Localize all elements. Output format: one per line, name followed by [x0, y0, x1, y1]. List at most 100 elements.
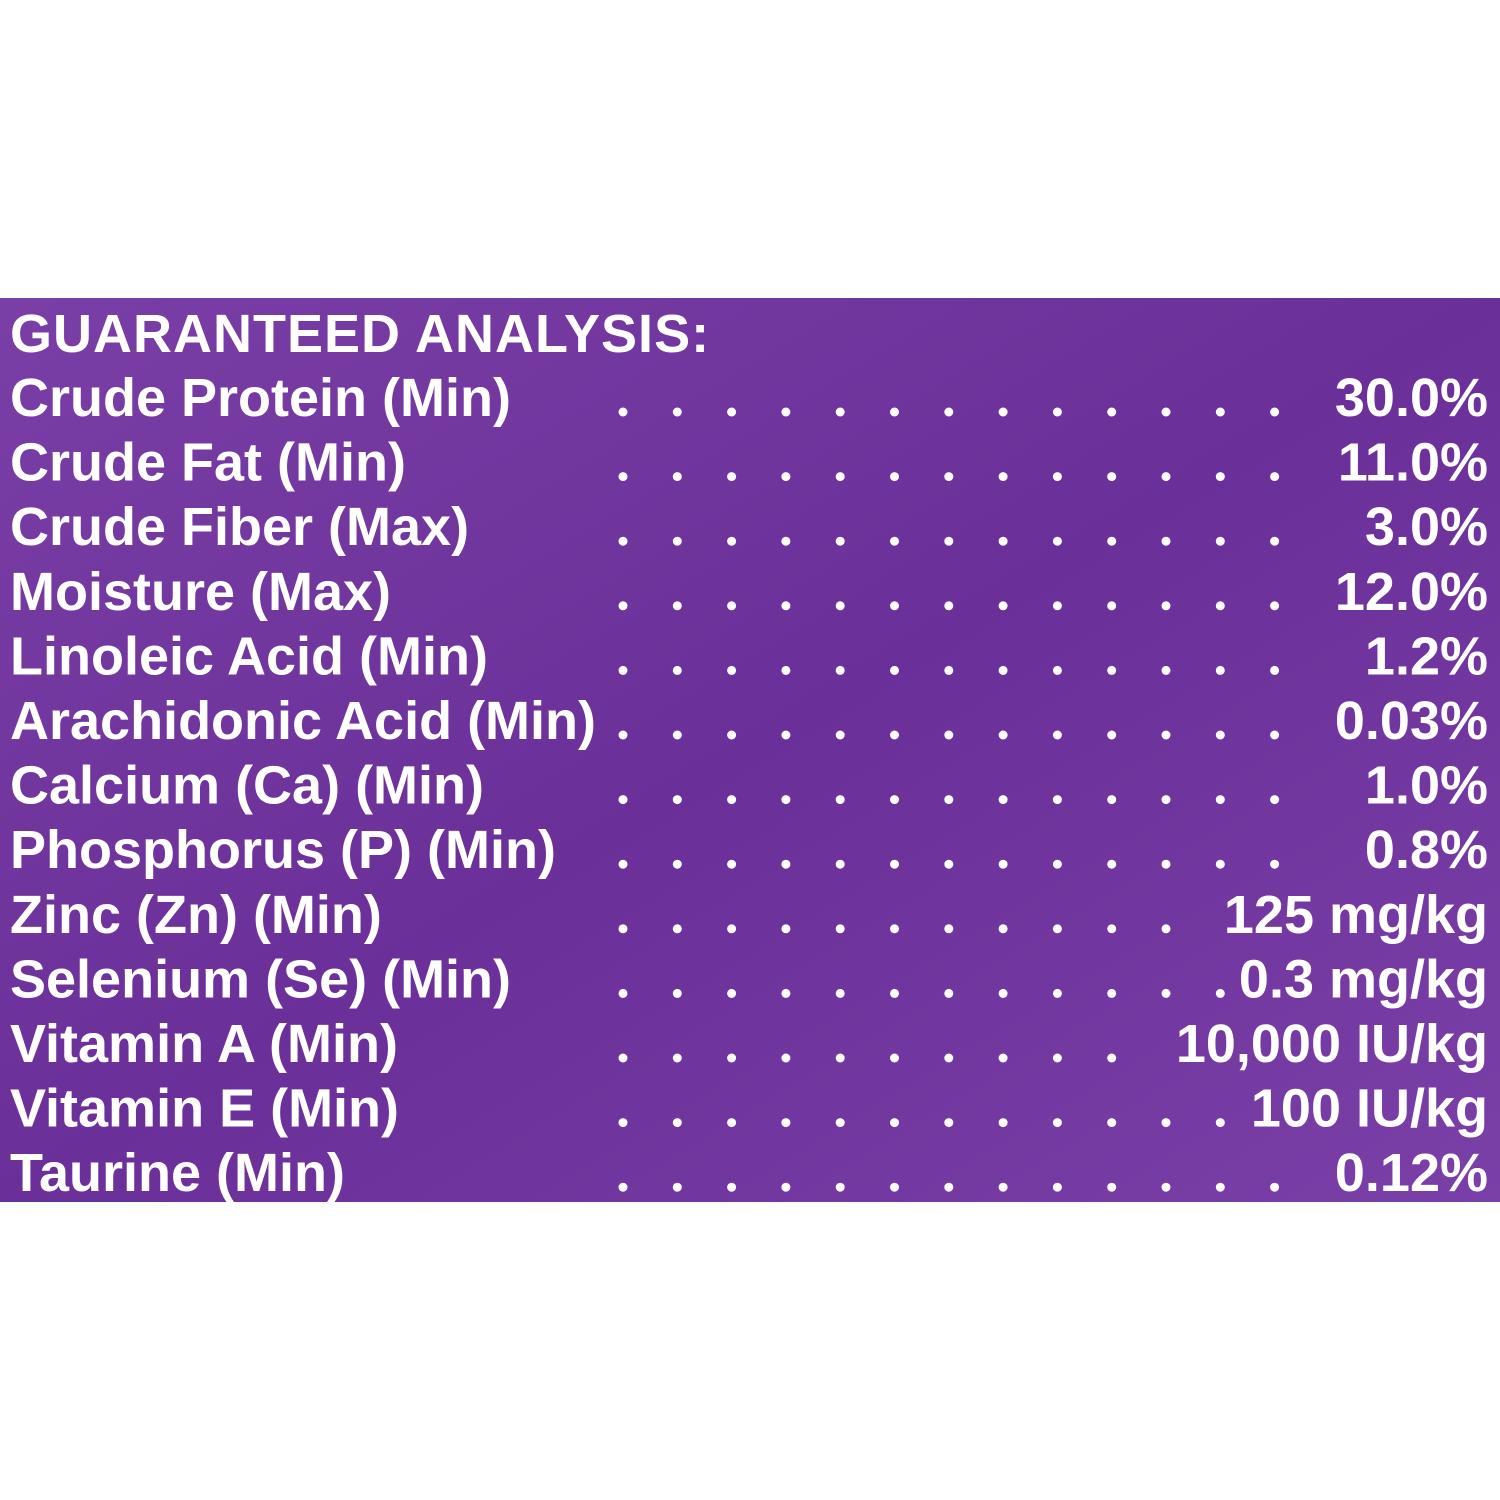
leader-dot: [618, 859, 628, 869]
leader-dot: [1107, 1053, 1117, 1063]
leader-dot: [1052, 988, 1062, 998]
leader-dot: [727, 472, 737, 482]
leader-dot: [781, 859, 791, 869]
leader-dot: [1107, 730, 1117, 740]
leader-dot: [1270, 730, 1280, 740]
leader-dot: [672, 601, 682, 611]
leader-dot: [944, 601, 954, 611]
row-label: Taurine (Min): [10, 1143, 345, 1203]
leader-dot: [1107, 601, 1117, 611]
leader-dot: [1107, 1118, 1117, 1128]
leader-dot: [1161, 1182, 1171, 1192]
row-value: 0.8%: [1365, 820, 1488, 880]
leader-dot: [1215, 665, 1225, 675]
row-label: Linoleic Acid (Min): [10, 626, 488, 686]
row-label: Vitamin A (Min): [10, 1014, 398, 1074]
row-label: Crude Fat (Min): [10, 433, 406, 493]
leader-dot: [618, 472, 628, 482]
leader-dot: [998, 988, 1008, 998]
row-label: Zinc (Zn) (Min): [10, 885, 382, 945]
leader-dot: [1215, 1182, 1225, 1192]
leader-dot: [1107, 536, 1117, 546]
leader-dot: [781, 1182, 791, 1192]
leader-dot: [1270, 601, 1280, 611]
leader-dot: [781, 536, 791, 546]
leader-dot: [1270, 795, 1280, 805]
leader-dot: [944, 536, 954, 546]
leader-dot: [1161, 407, 1171, 417]
leader-dot: [727, 924, 737, 934]
leader-dot: [1107, 795, 1117, 805]
leader-dot: [998, 601, 1008, 611]
leader-dot: [1161, 924, 1171, 934]
leader-dot: [672, 472, 682, 482]
leader-dot: [727, 730, 737, 740]
row-label: Arachidonic Acid (Min): [10, 691, 596, 751]
leader-dot: [1052, 665, 1062, 675]
leader-dot: [618, 988, 628, 998]
leader-dot: [998, 924, 1008, 934]
leader-dot: [618, 536, 628, 546]
leader-dot: [781, 1118, 791, 1128]
leader-dot: [835, 1182, 845, 1192]
leader-dot: [618, 924, 628, 934]
leader-dot: [890, 988, 899, 998]
row-value: 30.0%: [1335, 368, 1488, 428]
leader-dot: [944, 407, 954, 417]
leader-dot: [998, 536, 1008, 546]
leader-dot: [998, 472, 1008, 482]
leader-dot: [781, 472, 791, 482]
leader-dot: [727, 795, 737, 805]
leader-dot: [890, 859, 899, 869]
leader-dot: [672, 536, 682, 546]
leader-dot: [618, 1118, 628, 1128]
leader-dot: [1161, 1118, 1171, 1128]
leader-dot: [1052, 407, 1062, 417]
leader-dot: [1161, 859, 1171, 869]
leader-dot: [890, 407, 899, 417]
leader-dot: [1161, 730, 1171, 740]
leader-dot: [890, 1118, 899, 1128]
leader-dot: [1270, 472, 1280, 482]
leader-dot: [1215, 859, 1225, 869]
leader-dot: [835, 407, 845, 417]
row-label: Phosphorus (P) (Min): [10, 820, 556, 880]
leader-dot: [1161, 601, 1171, 611]
row-label: Vitamin E (Min): [10, 1079, 399, 1139]
leader-dot: [998, 1182, 1008, 1192]
leader-dot: [1107, 988, 1117, 998]
leader-dot: [1107, 407, 1117, 417]
leader-dot: [944, 795, 954, 805]
row-value: 1.0%: [1365, 756, 1488, 816]
leader-dot: [727, 665, 737, 675]
leader-dot: [618, 795, 628, 805]
row-value: 12.0%: [1335, 562, 1488, 622]
row-value: 100 IU/kg: [1251, 1079, 1488, 1139]
leader-dot: [1161, 988, 1171, 998]
leader-dot: [672, 730, 682, 740]
leader-dot: [1161, 536, 1171, 546]
leader-dot: [1215, 1118, 1225, 1128]
leader-dot: [618, 665, 628, 675]
leader-dot: [944, 1118, 954, 1128]
leader-dot: [1215, 730, 1225, 740]
leader-dot: [998, 665, 1008, 675]
leader-dot: [1270, 859, 1280, 869]
leader-dot: [890, 536, 899, 546]
leader-dot: [835, 924, 845, 934]
row-label: Crude Protein (Min): [10, 368, 511, 428]
leader-dot: [1161, 472, 1171, 482]
leader-dot: [781, 665, 791, 675]
leader-dot: [727, 1053, 737, 1063]
leader-dot: [672, 924, 682, 934]
leader-dot: [890, 1182, 899, 1192]
row-label: Selenium (Se) (Min): [10, 949, 511, 1009]
leader-dot: [672, 407, 682, 417]
leader-dot: [944, 988, 954, 998]
leader-dot: [835, 472, 845, 482]
leader-dot: [944, 859, 954, 869]
leader-dot: [672, 988, 682, 998]
leader-dot: [781, 924, 791, 934]
leader-dot: [672, 1053, 682, 1063]
